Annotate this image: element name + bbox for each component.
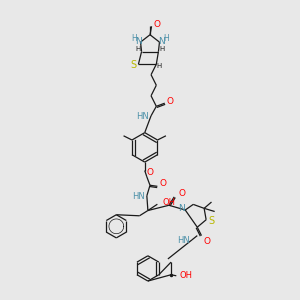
- Text: O: O: [167, 97, 173, 106]
- Text: H: H: [136, 46, 141, 52]
- Text: N: N: [135, 37, 142, 46]
- Text: O: O: [178, 189, 185, 198]
- Text: OH: OH: [163, 198, 176, 207]
- Text: H: H: [159, 46, 164, 52]
- Text: O: O: [203, 237, 210, 246]
- Text: H: H: [157, 63, 162, 69]
- Text: OH: OH: [179, 271, 193, 280]
- Text: N: N: [158, 37, 165, 46]
- Text: S: S: [130, 60, 136, 70]
- Text: O: O: [159, 179, 166, 188]
- Text: H: H: [163, 34, 169, 43]
- Text: HN: HN: [136, 112, 149, 121]
- Text: O: O: [154, 20, 161, 29]
- Text: HN: HN: [177, 236, 190, 245]
- Text: S: S: [208, 216, 214, 226]
- Text: HN: HN: [132, 192, 145, 201]
- Text: N: N: [178, 204, 184, 213]
- Text: O: O: [146, 168, 154, 177]
- Text: H: H: [131, 34, 137, 43]
